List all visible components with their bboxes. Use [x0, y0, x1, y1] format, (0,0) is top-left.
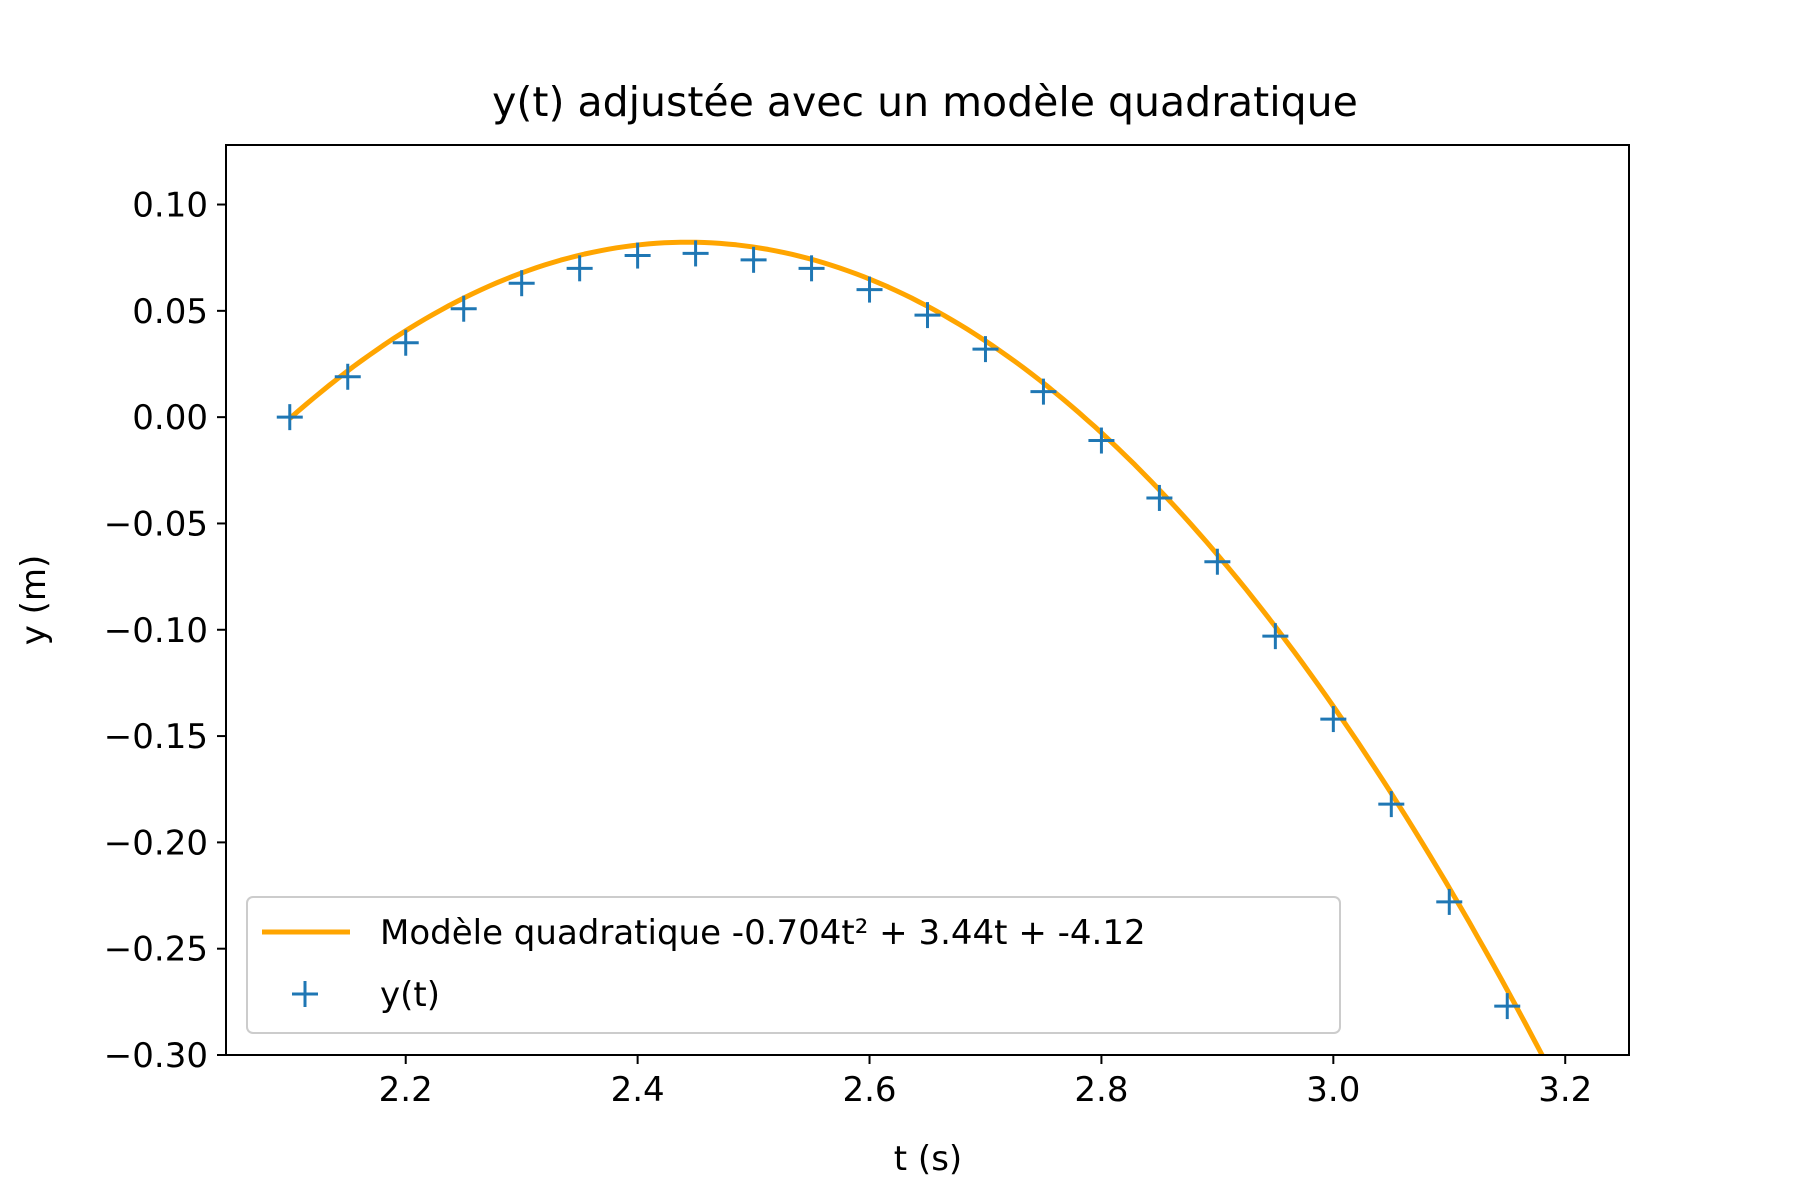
x-axis-ticks: 2.2 2.4 2.6 2.8 3.0 3.2: [379, 1055, 1592, 1110]
y-tick-label: −0.30: [104, 1036, 208, 1076]
y-tick-label: 0.00: [132, 398, 208, 438]
data-point: [1030, 378, 1057, 405]
data-point: [1494, 993, 1521, 1020]
data-point: [334, 363, 361, 390]
data-point: [1320, 706, 1347, 733]
x-tick-label: 2.4: [611, 1070, 665, 1110]
data-point: [450, 295, 477, 322]
y-axis-ticks: 0.10 0.05 0.00 −0.05 −0.10 −0.15 −0.20 −0.25 −0.…: [104, 186, 226, 1076]
data-point: [276, 404, 303, 431]
chart-title: y(t) adjustée avec un modèle quadratique: [492, 78, 1358, 126]
data-point: [1204, 548, 1231, 575]
x-tick-label: 2.8: [1074, 1070, 1128, 1110]
data-point: [798, 255, 825, 282]
x-tick-label: 2.2: [379, 1070, 433, 1110]
legend-box: [246, 896, 1341, 1034]
data-point: [392, 329, 419, 356]
y-tick-label: −0.10: [104, 611, 208, 651]
data-point: [914, 302, 941, 329]
data-point: [1262, 623, 1289, 650]
y-tick-label: −0.15: [104, 717, 208, 757]
y-tick-label: −0.25: [104, 930, 208, 970]
x-tick-label: 2.6: [842, 1070, 896, 1110]
y-tick-label: −0.20: [104, 823, 208, 863]
data-point: [566, 255, 593, 282]
x-axis-title: t (s): [894, 1139, 962, 1179]
data-point: [856, 276, 883, 303]
legend-marker-swatch: [292, 981, 318, 1007]
y-axis-title: y (m): [14, 555, 54, 646]
x-tick-label: 3.0: [1306, 1070, 1360, 1110]
data-point: [624, 242, 651, 269]
plot-frame: [225, 144, 1630, 1056]
legend: Modèle quadratique -0.704t² + 3.44t + -4…: [246, 896, 1341, 1034]
data-point: [740, 246, 767, 273]
x-tick-label: 3.2: [1538, 1070, 1592, 1110]
data-point: [682, 240, 709, 267]
data-point: [972, 336, 999, 363]
data-point: [1146, 484, 1173, 511]
data-point: [1378, 791, 1405, 818]
legend-label-model: Modèle quadratique -0.704t² + 3.44t + -4…: [380, 913, 1146, 953]
data-point: [1088, 427, 1115, 454]
data-point: [1436, 888, 1463, 915]
y-tick-label: 0.05: [132, 292, 208, 332]
y-tick-label: −0.05: [104, 504, 208, 544]
y-tick-label: 0.10: [132, 186, 208, 226]
data-point: [508, 270, 535, 297]
legend-label-data: y(t): [380, 975, 440, 1015]
plot-series: [276, 239, 1545, 1055]
